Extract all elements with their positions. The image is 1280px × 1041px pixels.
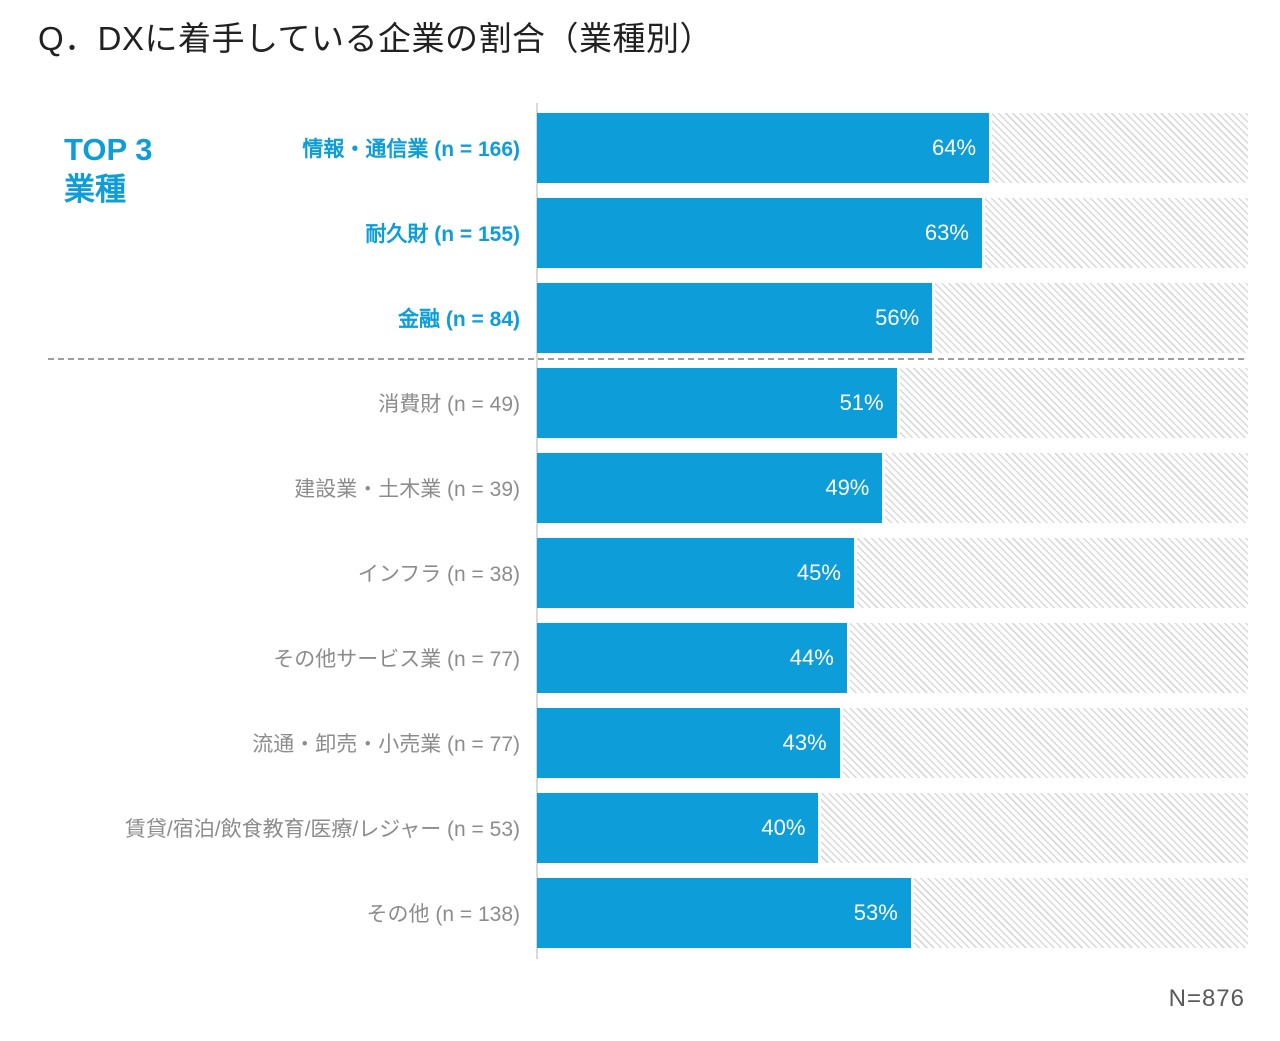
bar: 53% — [537, 878, 914, 948]
bar: 44% — [537, 623, 850, 693]
bar-track: 43% — [537, 708, 1248, 778]
bar-row-other: その他 (n = 138) 53% — [0, 878, 1280, 948]
bar-row-rental-lodging-medical-leisure: 賃貸/宿泊/飲食教育/医療/レジャー (n = 53) 40% — [0, 793, 1280, 863]
bar-track: 53% — [537, 878, 1248, 948]
bar: 63% — [537, 198, 985, 268]
category-label: 流通・卸売・小売業 (n = 77) — [252, 733, 520, 756]
bar-value-label: 64% — [931, 135, 977, 160]
bar-value-label: 56% — [875, 305, 920, 330]
bar-row-information-communication: 情報・通信業 (n = 166) 64% — [0, 113, 1280, 183]
top3-separator-dashed-line — [48, 358, 1245, 360]
bar-value-label: 44% — [789, 645, 834, 670]
bar: 64% — [537, 113, 993, 183]
bar: 40% — [537, 793, 822, 863]
category-label: 建設業・土木業 (n = 39) — [294, 478, 520, 501]
bar-row-finance: 金融 (n = 84) 56% — [0, 283, 1280, 353]
bar-track: 51% — [537, 368, 1248, 438]
bar-value-label: 63% — [924, 220, 969, 245]
category-label: インフラ (n = 38) — [357, 563, 520, 586]
bar: 43% — [537, 708, 843, 778]
bar-track: 56% — [537, 283, 1248, 353]
total-n-label: N=876 — [1168, 985, 1245, 1012]
bar-track: 49% — [537, 453, 1248, 523]
bar: 56% — [537, 283, 936, 353]
bar: 49% — [537, 453, 886, 523]
bar-track: 40% — [537, 793, 1248, 863]
bar-track: 63% — [537, 198, 1248, 268]
category-label: 消費財 (n = 49) — [378, 393, 520, 416]
category-label: その他サービス業 (n = 77) — [273, 648, 520, 671]
category-label: 賃貸/宿泊/飲食教育/医療/レジャー (n = 53) — [124, 818, 520, 841]
bar-track: 45% — [537, 538, 1248, 608]
y-axis-line — [536, 103, 538, 959]
bar-track: 64% — [537, 113, 1248, 183]
bar-row-construction-civil: 建設業・土木業 (n = 39) 49% — [0, 453, 1280, 523]
category-label: 耐久財 (n = 155) — [365, 223, 520, 246]
bar: 45% — [537, 538, 857, 608]
bar-value-label: 45% — [796, 560, 841, 585]
category-label: 金融 (n = 84) — [398, 308, 520, 331]
bar-value-label: 51% — [839, 390, 884, 415]
top3-group-label-line1: TOP 3 — [64, 132, 153, 167]
page-title: Q．DXに着手している企業の割合（業種別） — [38, 20, 714, 57]
bar-value-label: 49% — [825, 475, 870, 500]
bar-row-other-services: その他サービス業 (n = 77) 44% — [0, 623, 1280, 693]
bar: 51% — [537, 368, 900, 438]
category-label: その他 (n = 138) — [366, 903, 520, 926]
bar-value-label: 53% — [853, 900, 898, 925]
bar-track: 44% — [537, 623, 1248, 693]
bar-row-durable-goods: 耐久財 (n = 155) 63% — [0, 198, 1280, 268]
top3-group-label: TOP 3 業種 — [64, 130, 152, 209]
bar-row-distribution-retail: 流通・卸売・小売業 (n = 77) 43% — [0, 708, 1280, 778]
top3-group-label-line2: 業種 — [64, 171, 126, 207]
bar-value-label: 43% — [782, 730, 827, 755]
bar-row-infrastructure: インフラ (n = 38) 45% — [0, 538, 1280, 608]
bar-value-label: 40% — [761, 815, 806, 840]
bar-row-consumer-goods: 消費財 (n = 49) 51% — [0, 368, 1280, 438]
category-label: 情報・通信業 (n = 166) — [302, 138, 520, 161]
